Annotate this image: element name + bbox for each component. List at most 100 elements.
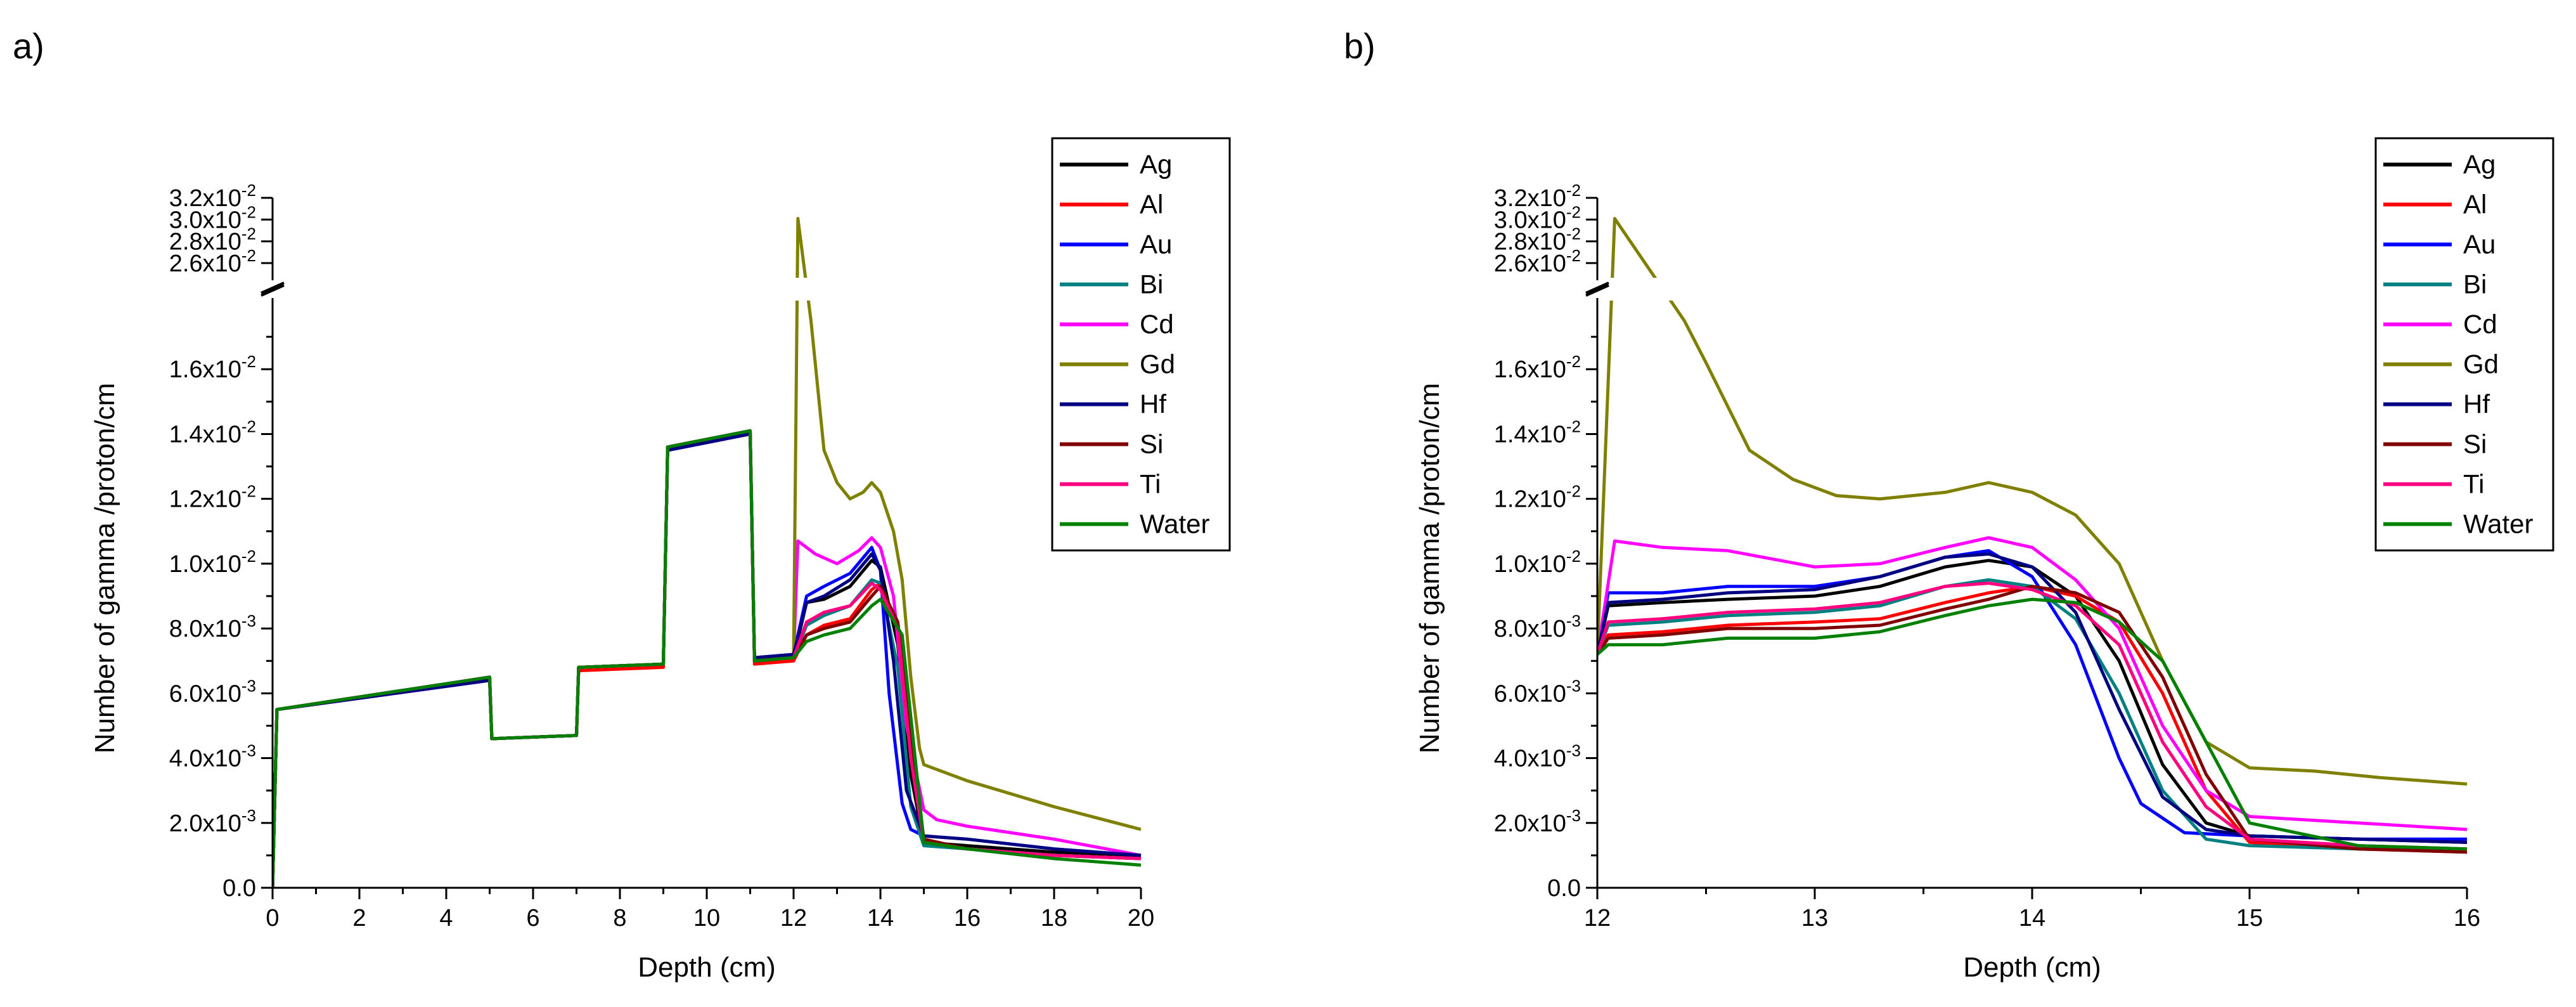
series-line-bi xyxy=(1597,578,2467,851)
legend-entry: Cd xyxy=(1140,309,1174,339)
x-tick-label: 14 xyxy=(2019,905,2045,932)
legend-entry: Si xyxy=(2463,429,2487,459)
x-tick-label: 20 xyxy=(1128,905,1154,932)
x-tick-label: 18 xyxy=(1041,905,1067,932)
legend-entry: Water xyxy=(1140,509,1209,539)
y-tick-label: 8.0x10-3 xyxy=(169,611,256,642)
y-tick-label: 1.2x10-2 xyxy=(169,482,256,513)
y-tick-label: 4.0x10-3 xyxy=(1494,741,1581,772)
y-tick-label: 8.0x10-3 xyxy=(1494,611,1581,642)
axis-break-gap xyxy=(276,278,1141,301)
panel-label: b) xyxy=(1344,26,1375,66)
legend-entry: Gd xyxy=(2463,349,2499,379)
panel-a: a) 0 2 4 6 8 10 12 14 16 18 20 0.0 2.0x10-3 4.0x10-3 6.… xyxy=(13,26,1231,983)
y-tick-label: 2.0x10-3 xyxy=(169,806,256,837)
panel-label: a) xyxy=(13,26,44,66)
x-tick-label: 4 xyxy=(439,905,453,932)
legend-entry: Si xyxy=(1140,429,1163,459)
x-axis-label: Depth (cm) xyxy=(1963,952,2101,983)
y-tick-label: 6.0x10-3 xyxy=(169,676,256,707)
series-line-cd xyxy=(273,429,1142,888)
x-tick-label: 6 xyxy=(526,905,539,932)
x-tick-label: 8 xyxy=(613,905,626,932)
legend-box xyxy=(1051,137,1231,552)
series-line-au xyxy=(1597,549,2467,841)
series-line-ti xyxy=(273,429,1142,888)
y-tick-label: 1.0x10-2 xyxy=(169,547,256,578)
x-tick-label: 10 xyxy=(693,905,720,932)
legend-entry: Au xyxy=(2463,230,2496,259)
x-axis-label: Depth (cm) xyxy=(638,952,776,983)
axis-break-gap xyxy=(1601,278,2467,301)
y-tick-label: 0.0 xyxy=(1547,875,1581,902)
y-tick-label: 2.6x10-2 xyxy=(1494,246,1581,277)
y-axis-label: Number of gamma /proton/cm xyxy=(89,383,120,753)
y-axis-label: Number of gamma /proton/cm xyxy=(1414,383,1445,753)
y-tick-label: 2.6x10-2 xyxy=(169,246,256,277)
panel-b: b) 12 13 14 15 16 0.0 2.0x10-3 4.0x10-3 6.0x10-3 8… xyxy=(1344,26,2554,983)
y-tick-label: 3.0x10-2 xyxy=(1494,202,1581,233)
y-tick-label: 1.6x10-2 xyxy=(169,352,256,383)
legend-entry: Hf xyxy=(1140,389,1166,419)
x-tick-label: 14 xyxy=(867,905,894,932)
series-line-si xyxy=(1597,585,2468,854)
x-tick-label: 12 xyxy=(1584,905,1611,932)
axis-break-mark xyxy=(1585,284,1609,297)
legend-entry: Ag xyxy=(2463,150,2496,179)
series-line-hf xyxy=(273,432,1142,888)
x-tick-label: 16 xyxy=(2454,905,2480,932)
x-tick-label: 13 xyxy=(1801,905,1828,932)
x-tick-label: 2 xyxy=(352,905,366,932)
legend-entry: Bi xyxy=(2463,270,2487,299)
series-group xyxy=(273,217,1142,888)
y-tick-label: 4.0x10-3 xyxy=(169,741,256,772)
y-tick-label: 1.2x10-2 xyxy=(1494,482,1581,513)
legend-entry: Al xyxy=(1140,190,1163,219)
legend-entry: Gd xyxy=(1140,349,1175,379)
x-tick-label: 16 xyxy=(954,905,981,932)
y-tick-label: 1.6x10-2 xyxy=(1494,352,1581,383)
y-tick-label: 6.0x10-3 xyxy=(1494,676,1581,707)
y-tick-label: 1.4x10-2 xyxy=(169,417,256,448)
legend-entry: Water xyxy=(2463,509,2533,539)
axis-break-mark xyxy=(261,284,285,297)
axis-break-mark xyxy=(261,282,285,294)
legend-entry: Cd xyxy=(2463,309,2497,339)
y-tick-label: 3.0x10-2 xyxy=(169,202,256,233)
series-line-ti xyxy=(1597,581,2468,851)
x-tick-label: 15 xyxy=(2236,905,2263,932)
legend: Ag Al Au Bi Cd Gd Hf Si Ti Water xyxy=(2374,137,2554,552)
legend-entry: Ag xyxy=(1140,150,1172,179)
series-line-cd xyxy=(1597,536,2468,831)
series-line-gd xyxy=(1597,217,2468,786)
series-line-au xyxy=(273,432,1142,888)
series-line-bi xyxy=(273,429,1142,888)
axis-break-mark xyxy=(1585,282,1609,294)
series-line-hf xyxy=(1597,552,2468,844)
series-line-water xyxy=(273,429,1142,888)
series-line-gd xyxy=(273,217,1142,888)
y-tick-label: 3.2x10-2 xyxy=(169,181,256,212)
legend-entry: Hf xyxy=(2463,389,2490,419)
series-line-al xyxy=(273,432,1142,888)
x-tick-label: 0 xyxy=(266,905,279,932)
series-group xyxy=(1597,217,2468,854)
legend-entry: Bi xyxy=(1140,270,1163,299)
y-tick-label: 2.8x10-2 xyxy=(169,224,256,256)
y-tick-label: 3.2x10-2 xyxy=(1494,181,1581,212)
legend: Ag Al Au Bi Cd Gd Hf Si Ti Water xyxy=(1051,137,1231,552)
y-tick-label: 1.4x10-2 xyxy=(1494,417,1581,448)
series-line-ag xyxy=(1597,559,2468,844)
legend-entry: Ti xyxy=(2463,469,2484,499)
y-tick-label: 2.0x10-3 xyxy=(1494,806,1581,837)
legend-box xyxy=(2374,137,2554,552)
y-tick-label: 0.0 xyxy=(222,875,256,902)
legend-entry: Ti xyxy=(1140,469,1161,499)
legend-entry: Al xyxy=(2463,190,2487,219)
legend-entry: Au xyxy=(1140,230,1172,259)
series-line-water xyxy=(1597,597,2468,851)
x-tick-label: 12 xyxy=(780,905,807,932)
y-tick-label: 1.0x10-2 xyxy=(1494,547,1581,578)
series-line-al xyxy=(1597,585,2468,854)
